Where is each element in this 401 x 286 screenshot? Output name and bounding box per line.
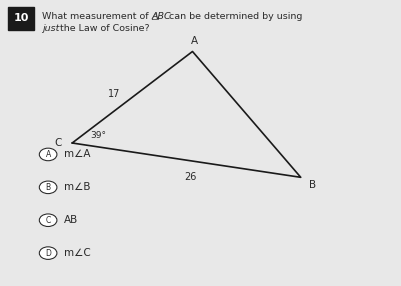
Text: m∠C: m∠C (64, 248, 91, 258)
Circle shape (39, 148, 57, 161)
Text: ABC: ABC (151, 11, 171, 21)
Circle shape (39, 214, 57, 227)
Text: C: C (45, 216, 51, 225)
Text: 17: 17 (108, 90, 120, 99)
Text: D: D (45, 249, 51, 258)
Text: B: B (46, 183, 51, 192)
Text: 10: 10 (13, 13, 29, 23)
Text: C: C (55, 138, 62, 148)
Text: What measurement of △: What measurement of △ (42, 11, 159, 21)
Text: can be determined by using: can be determined by using (166, 11, 305, 21)
Text: just: just (42, 24, 59, 33)
Text: 26: 26 (184, 172, 196, 182)
Text: AB: AB (64, 215, 79, 225)
Text: B: B (309, 180, 316, 190)
Circle shape (39, 181, 57, 194)
Text: 39°: 39° (90, 131, 106, 140)
Text: m∠B: m∠B (64, 182, 91, 192)
Circle shape (39, 247, 57, 259)
Text: A: A (191, 36, 198, 46)
Text: m∠A: m∠A (64, 150, 91, 159)
Text: A: A (45, 150, 51, 159)
FancyBboxPatch shape (8, 7, 34, 30)
Text: the Law of Cosine?: the Law of Cosine? (57, 24, 150, 33)
